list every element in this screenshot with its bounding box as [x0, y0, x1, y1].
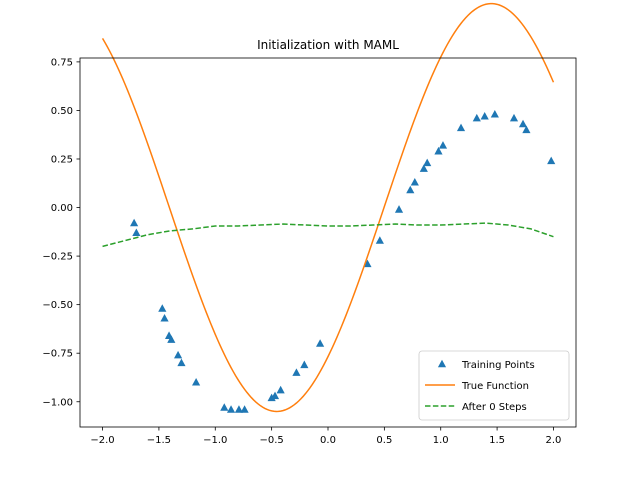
- training-point: [292, 368, 301, 376]
- training-point: [226, 405, 236, 413]
- x-tick-label: −0.5: [259, 435, 283, 446]
- y-tick-label: 0.75: [51, 57, 73, 68]
- training-point: [192, 378, 201, 386]
- training-point: [270, 391, 280, 400]
- x-tick-label: 0.5: [376, 435, 392, 446]
- training-point: [276, 385, 285, 394]
- training-point: [438, 141, 448, 149]
- legend-box: [418, 350, 570, 421]
- y-tick-label: 0.25: [51, 154, 73, 165]
- legend-marker: [437, 359, 447, 368]
- series-line: [101, 2, 555, 413]
- legend: Training Points True Function After 0 Step…: [418, 350, 570, 421]
- x-tick-label: −1.0: [203, 435, 227, 446]
- training-point: [394, 205, 404, 213]
- training-point: [177, 358, 186, 367]
- y-tick-label: −0.25: [42, 252, 73, 263]
- x-tick-label: 0.0: [320, 435, 336, 446]
- training-point: [267, 393, 276, 402]
- training-point: [406, 185, 415, 194]
- training-point: [509, 113, 519, 122]
- y-tick-label: −0.75: [42, 349, 73, 360]
- training-point: [410, 177, 419, 186]
- training-point: [490, 110, 499, 118]
- training-point: [240, 405, 249, 413]
- x-tick-label: 1.0: [433, 435, 449, 446]
- training-point: [434, 146, 443, 155]
- x-tick-label: 2.0: [546, 435, 562, 446]
- legend-label: After 0 Steps: [462, 402, 527, 413]
- training-point: [472, 113, 481, 122]
- x-tick-label: −1.5: [147, 435, 171, 446]
- x-axis: −2.0 −1.5 −1.0 −0.5 0.0 0.5 1.0 1.5 2.0: [90, 427, 561, 446]
- series-line: [102, 222, 554, 248]
- x-tick-label: 1.5: [489, 435, 505, 446]
- training-point: [158, 304, 167, 312]
- plot-frame: [79, 57, 577, 428]
- training-point: [522, 125, 531, 134]
- training-point: [547, 156, 556, 165]
- training-point: [220, 403, 229, 411]
- training-point: [480, 111, 489, 120]
- training-point: [173, 350, 183, 359]
- training-point: [419, 164, 428, 172]
- legend-label: True Function: [461, 381, 529, 392]
- training-point: [167, 335, 176, 343]
- training-point: [363, 259, 372, 268]
- training-point: [518, 119, 528, 128]
- training-point: [132, 228, 141, 237]
- y-tick-label: 0.00: [51, 203, 73, 214]
- training-point: [456, 123, 466, 132]
- training-point: [160, 313, 169, 322]
- y-tick-label: −1.00: [42, 397, 73, 408]
- y-axis: 0.75 0.50 0.25 0.00 −0.25 −0.50 −0.75 −1.00: [42, 57, 80, 408]
- plot-area: [101, 2, 556, 413]
- training-point: [234, 405, 244, 413]
- legend-label: Training Points: [461, 360, 535, 371]
- y-tick-label: −0.50: [42, 300, 73, 311]
- training-point: [316, 339, 325, 347]
- training-point: [423, 158, 432, 167]
- x-tick-label: −2.0: [90, 435, 114, 446]
- training-point: [375, 236, 384, 244]
- y-tick-label: 0.50: [51, 106, 73, 117]
- training-point: [130, 218, 139, 227]
- training-point: [300, 360, 309, 369]
- chart-title: Initialization with MAML: [257, 38, 399, 52]
